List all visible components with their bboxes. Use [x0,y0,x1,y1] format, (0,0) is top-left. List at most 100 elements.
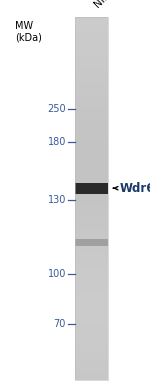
Bar [75,169,108,170]
Bar [75,239,108,240]
Bar [75,377,108,378]
Bar [75,294,108,296]
Bar [75,246,108,247]
Bar [75,369,108,371]
Bar [75,218,108,219]
Text: 250: 250 [47,104,66,114]
Bar [75,161,108,163]
Bar [75,227,108,228]
Bar [75,207,108,208]
Text: 100: 100 [48,268,66,279]
Bar [75,128,108,129]
Bar [75,273,108,274]
Bar [75,77,108,78]
Bar [75,153,108,154]
Bar [75,371,108,372]
Bar [75,293,108,294]
Bar [75,87,108,88]
Bar [75,26,108,27]
Bar [75,180,108,181]
Bar [75,22,108,24]
Bar [75,208,108,210]
Bar [75,364,108,366]
Bar [75,346,108,348]
Bar [75,170,108,171]
Bar [75,368,108,369]
Bar [75,312,108,314]
Bar [75,275,108,276]
Bar [75,176,108,177]
Bar [75,80,108,81]
Bar [75,29,108,31]
Bar [75,129,108,130]
Bar [75,333,108,334]
Bar [75,245,108,246]
Bar [75,224,108,225]
Bar [75,56,108,57]
Bar [75,133,108,135]
Bar [75,334,108,336]
Bar [75,66,108,67]
Bar [75,317,108,319]
Bar [75,332,108,333]
Bar [75,345,108,346]
Bar [75,373,108,374]
Bar [75,43,108,44]
Bar [75,172,108,173]
Bar [75,240,108,241]
Bar [75,204,108,205]
Bar [75,45,108,47]
Bar [75,160,108,161]
Bar [75,297,108,298]
Bar [75,155,108,156]
Bar [75,239,108,246]
Bar [75,205,108,206]
Bar [75,242,108,244]
Bar [75,99,108,100]
Bar [75,351,108,352]
Bar [75,237,108,239]
Bar [75,362,108,363]
Bar [75,195,108,196]
Bar [75,39,108,40]
Bar [75,341,108,343]
Text: NIH-3T3: NIH-3T3 [92,0,129,10]
Bar [75,257,108,258]
Bar [75,329,108,331]
Bar [75,291,108,292]
Bar [75,281,108,282]
Bar [75,234,108,235]
Bar [75,200,108,201]
Bar [75,142,108,143]
Bar [75,310,108,311]
Bar [75,299,108,300]
Bar [75,356,108,357]
Bar [75,229,108,230]
Bar [75,132,108,133]
Bar [75,192,108,193]
Bar [75,60,108,61]
Bar [75,285,108,286]
Bar [75,361,108,362]
Bar [75,184,108,185]
Bar [75,366,108,367]
Bar [75,96,108,97]
Bar [75,144,108,146]
Bar [75,187,108,188]
Bar [75,91,108,92]
Bar [75,265,108,267]
Bar [75,287,108,288]
Bar [75,33,108,35]
Bar [75,197,108,199]
Bar [75,219,108,221]
Bar [75,269,108,270]
Bar [75,109,108,111]
Bar [75,324,108,325]
Bar [75,124,108,125]
Bar [75,353,108,355]
Bar [75,260,108,262]
Bar [75,338,108,339]
Bar [75,167,108,169]
Bar [75,279,108,280]
Bar [75,379,108,380]
